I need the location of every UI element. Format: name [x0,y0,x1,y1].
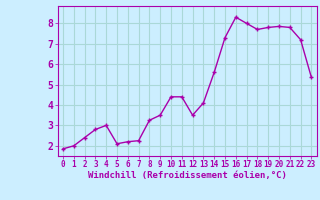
X-axis label: Windchill (Refroidissement éolien,°C): Windchill (Refroidissement éolien,°C) [88,171,287,180]
